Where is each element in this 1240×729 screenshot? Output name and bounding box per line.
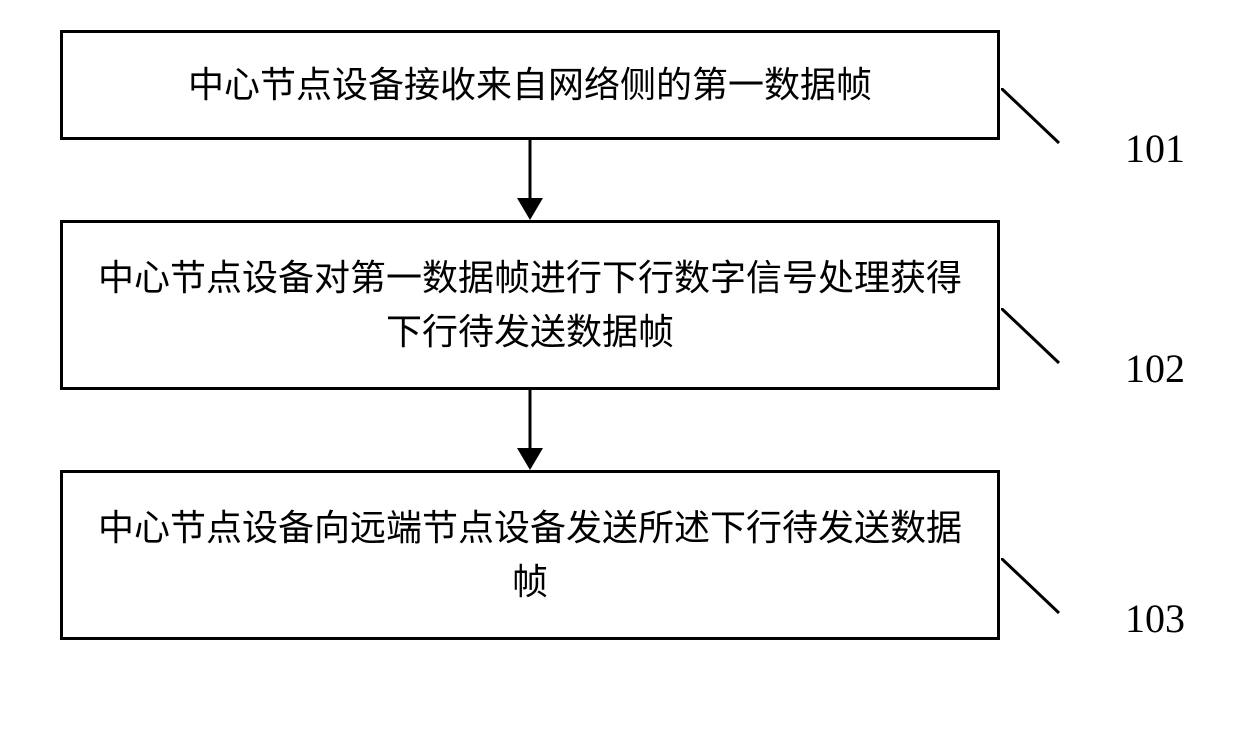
arrow-2-head xyxy=(517,448,543,470)
flow-step-3-text: 中心节点设备向远端节点设备发送所述下行待发送数据帧 xyxy=(93,501,967,609)
flow-step-2-text: 中心节点设备对第一数据帧进行下行数字信号处理获得下行待发送数据帧 xyxy=(93,251,967,359)
flow-step-1: 中心节点设备接收来自网络侧的第一数据帧 xyxy=(60,30,1000,140)
flow-step-2: 中心节点设备对第一数据帧进行下行数字信号处理获得下行待发送数据帧 xyxy=(60,220,1000,390)
arrow-1 xyxy=(60,140,1000,220)
connector-2 xyxy=(1001,308,1121,368)
flow-step-1-text: 中心节点设备接收来自网络侧的第一数据帧 xyxy=(188,58,872,112)
step-label-2: 102 xyxy=(1125,345,1185,392)
arrow-2-line xyxy=(529,390,532,450)
arrow-2 xyxy=(60,390,1000,470)
connector-3 xyxy=(1001,558,1121,618)
flow-step-3: 中心节点设备向远端节点设备发送所述下行待发送数据帧 xyxy=(60,470,1000,640)
connector-1 xyxy=(1001,88,1121,148)
arrow-1-head xyxy=(517,198,543,220)
step-label-1: 101 xyxy=(1125,125,1185,172)
step-label-3: 103 xyxy=(1125,595,1185,642)
flowchart-container: 中心节点设备接收来自网络侧的第一数据帧 101 中心节点设备对第一数据帧进行下行… xyxy=(60,30,1180,640)
arrow-1-line xyxy=(529,140,532,200)
